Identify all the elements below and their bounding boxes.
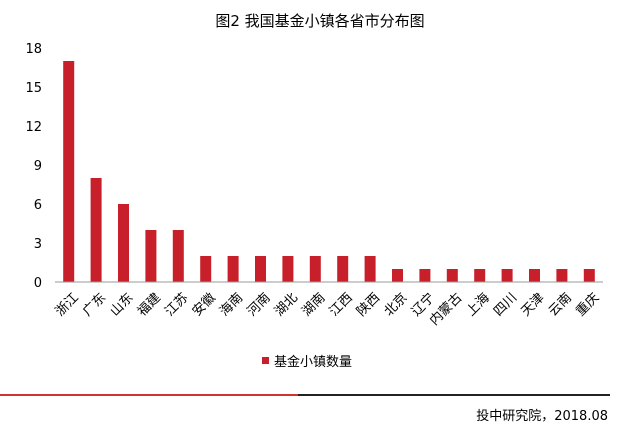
bar [446, 269, 458, 282]
y-tick-label: 6 [34, 198, 42, 213]
bar [255, 256, 266, 282]
bar [118, 204, 129, 282]
chart-title: 图2 我国基金小镇各省市分布图 [215, 12, 425, 30]
x-tick-label: 江苏 [162, 290, 192, 320]
bar [309, 256, 321, 282]
bar [90, 178, 102, 282]
legend-swatch [262, 357, 269, 364]
x-tick-label: 重庆 [573, 290, 603, 320]
x-tick-label: 江西 [327, 290, 356, 319]
bar-series [63, 61, 595, 282]
footer-rule-red [0, 394, 298, 396]
x-tick-label: 天津 [519, 290, 548, 319]
x-axis-labels: 浙江广东山东福建江苏安徽海南河南湖北湖南江西陕西北京辽宁内蒙古上海四川天津云南重… [53, 290, 603, 329]
bar [419, 269, 431, 282]
bar [529, 269, 540, 282]
bar [474, 269, 486, 282]
footer-rule-dark [298, 394, 610, 396]
bar [364, 256, 376, 282]
x-tick-label: 湖北 [272, 290, 301, 319]
bar [583, 269, 595, 282]
x-tick-label: 河南 [244, 290, 274, 320]
y-tick-label: 18 [25, 42, 42, 57]
x-tick-label: 安徽 [190, 290, 219, 319]
legend: 基金小镇数量 [262, 351, 352, 370]
bar [63, 61, 75, 282]
x-tick-label: 北京 [382, 290, 411, 319]
x-tick-label: 浙江 [53, 290, 82, 319]
legend-label: 基金小镇数量 [274, 355, 353, 370]
x-tick-label: 广东 [80, 290, 109, 319]
bar [501, 269, 513, 282]
x-tick-label: 福建 [135, 290, 164, 319]
y-tick-label: 9 [34, 159, 42, 174]
y-axis: 0 3 6 9 12 15 18 [25, 42, 42, 291]
bar [337, 256, 349, 282]
y-tick-label: 12 [25, 120, 42, 135]
x-tick-label: 云南 [545, 290, 575, 320]
source-note: 投中研究院，2018.08 [476, 409, 608, 424]
x-tick-label: 四川 [491, 290, 520, 319]
bar [282, 256, 294, 282]
x-tick-label: 湖南 [299, 290, 329, 320]
x-tick-label: 山东 [108, 290, 137, 319]
x-tick-label: 海南 [216, 290, 246, 320]
bar [227, 256, 239, 282]
bar [172, 230, 184, 282]
bar [200, 256, 212, 282]
bar [556, 269, 568, 282]
bar [392, 269, 403, 282]
x-tick-label: 陕西 [354, 290, 383, 319]
y-tick-label: 0 [34, 276, 42, 291]
bar [145, 230, 157, 282]
y-tick-label: 3 [34, 237, 42, 252]
y-tick-label: 15 [25, 81, 42, 96]
x-tick-label: 上海 [464, 290, 493, 319]
